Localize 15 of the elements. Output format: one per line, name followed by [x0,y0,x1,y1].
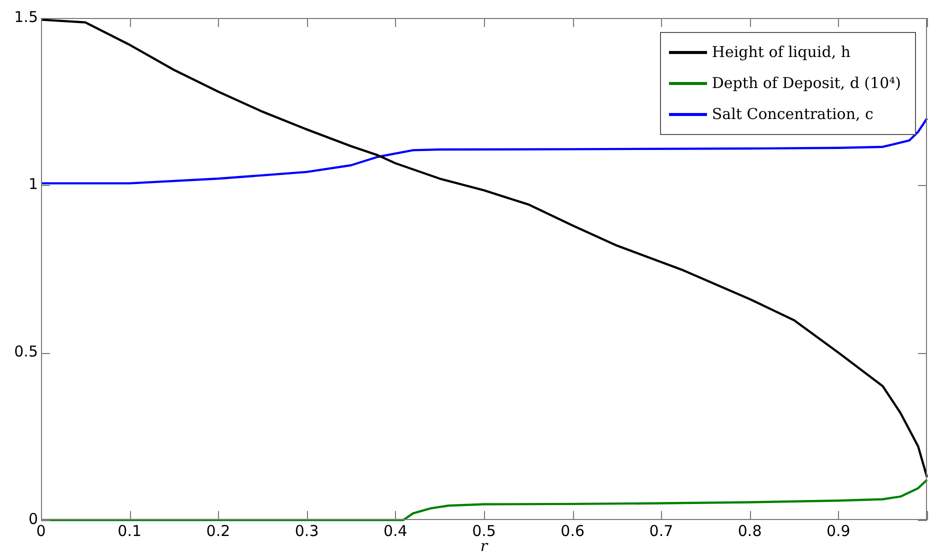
x-tick-label: 0.1 [118,522,142,540]
x-tick-label: 0.7 [649,522,674,540]
x-tick-label: 0.3 [294,522,319,540]
legend-label: Height of liquid, h [712,42,851,63]
legend-label: Salt Concentration, c [712,104,874,125]
y-tick-label: 1 [28,175,38,194]
y-tick-label: 0.5 [14,342,38,361]
x-tick-label: 0.6 [560,522,585,540]
y-tick-label: 1.5 [14,8,38,26]
x-tick-label: 0.9 [826,522,850,540]
legend-label: Depth of Deposit, d (10⁴) [712,73,901,94]
x-tick-label: 0.2 [206,522,230,540]
x-tick-label: 0.8 [738,522,762,540]
x-tick-label: 0.4 [383,522,408,540]
y-tick-label: 0 [28,510,38,528]
